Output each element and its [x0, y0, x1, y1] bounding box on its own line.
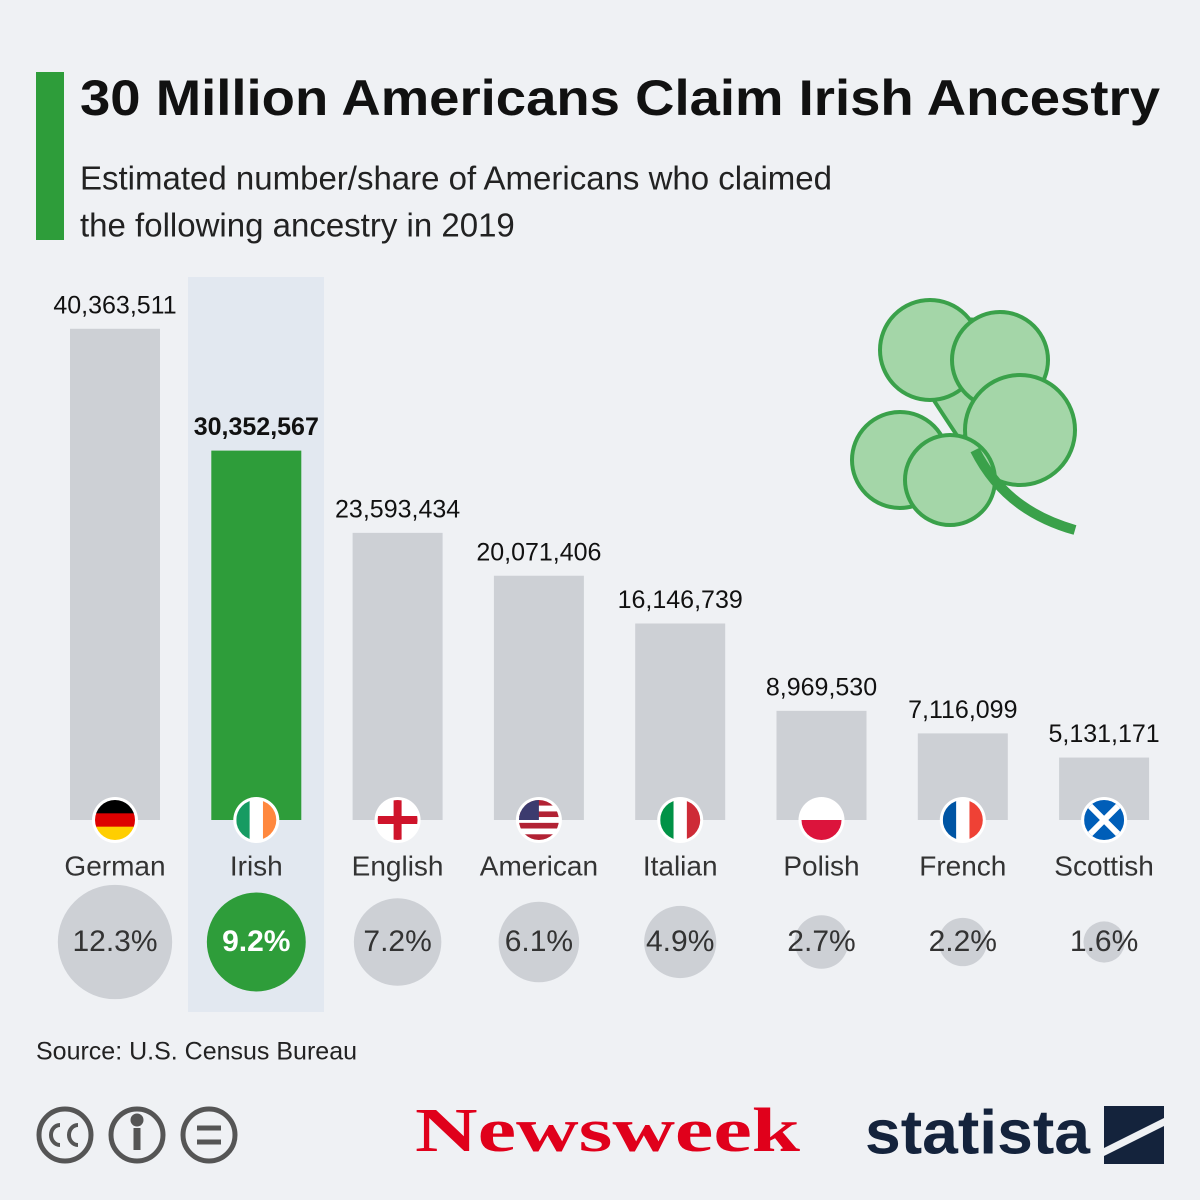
share-bubble [938, 917, 987, 967]
flag-stripe [518, 822, 559, 829]
category-label: American [480, 850, 598, 881]
statista-logo: statista [865, 1098, 1091, 1167]
value-label: 30,352,567 [194, 413, 319, 441]
flag-icon [801, 800, 842, 840]
share-label: 6.1% [505, 925, 573, 958]
share-bubble [794, 915, 849, 969]
category-label: Italian [643, 850, 718, 881]
share-label: 4.9% [646, 925, 714, 958]
flag-stripe [518, 834, 559, 840]
newsweek-logo: Newsweek [415, 1097, 801, 1165]
category-label: English [352, 850, 444, 881]
chart-subtitle: Estimated number/share of Americans who … [80, 160, 832, 197]
share-label: 2.7% [787, 925, 855, 958]
flag-stripe [95, 800, 135, 814]
flag-stripe [801, 800, 842, 821]
flag-stripe [262, 800, 277, 840]
share-bubble [57, 884, 173, 1000]
share-bubble [206, 892, 306, 992]
flag-stripe [956, 800, 970, 840]
value-label: 16,146,739 [618, 586, 743, 614]
flag-icon [1084, 800, 1125, 840]
bar [70, 328, 160, 820]
value-label: 8,969,530 [766, 673, 877, 701]
flag-stripe [660, 800, 675, 840]
flag-stripe [95, 826, 135, 840]
flag-stripe [969, 800, 983, 840]
flag-stripe [518, 828, 559, 835]
bar [211, 450, 302, 820]
flag-stripe [801, 820, 842, 840]
shamrock-icon [850, 298, 1077, 535]
category-label: French [919, 850, 1006, 881]
statista-icon [1104, 1106, 1164, 1164]
flag-cross [377, 816, 418, 824]
category-label: Polish [783, 850, 859, 881]
chart-title: 30 Million Americans Claim Irish Ancestr… [80, 70, 1160, 126]
category-label: German [64, 850, 165, 881]
category-label: Irish [230, 850, 283, 881]
flag-icon [942, 800, 983, 840]
share-label: 2.2% [929, 925, 997, 958]
title-accent [36, 72, 64, 240]
flag-icon [660, 800, 701, 840]
bar [635, 623, 726, 820]
value-label: 20,071,406 [476, 538, 601, 566]
share-label: 9.2% [222, 925, 290, 958]
flag-icon [236, 800, 277, 840]
license-icons [36, 1106, 238, 1164]
bar [352, 532, 443, 820]
chart-subtitle: the following ancestry in 2019 [80, 207, 515, 244]
share-label: 12.3% [72, 925, 157, 958]
share-bubble [353, 898, 442, 986]
flag-stripe [942, 800, 957, 840]
flag-icon [95, 800, 135, 840]
share-bubble [498, 901, 580, 983]
category-label: Scottish [1054, 850, 1154, 881]
flag-stripe [673, 800, 688, 840]
value-label: 40,363,511 [53, 291, 176, 319]
value-label: 7,116,099 [908, 696, 1017, 724]
source: Source: U.S. Census Bureau [36, 1038, 357, 1066]
bar [493, 575, 584, 820]
share-label: 1.6% [1070, 925, 1138, 958]
flag-stripe [249, 800, 264, 840]
share-bubble [644, 905, 717, 979]
flag-stripe [686, 800, 701, 840]
flag-saltire [1084, 800, 1125, 840]
share-label: 7.2% [363, 925, 431, 958]
value-label: 23,593,434 [335, 495, 460, 523]
share-bubble [1083, 921, 1125, 963]
value-label: 5,131,171 [1048, 720, 1159, 748]
flag-icon [377, 800, 418, 840]
flag-stripe [236, 800, 251, 840]
flag-icon [518, 800, 559, 840]
flag-stripe [95, 813, 135, 828]
